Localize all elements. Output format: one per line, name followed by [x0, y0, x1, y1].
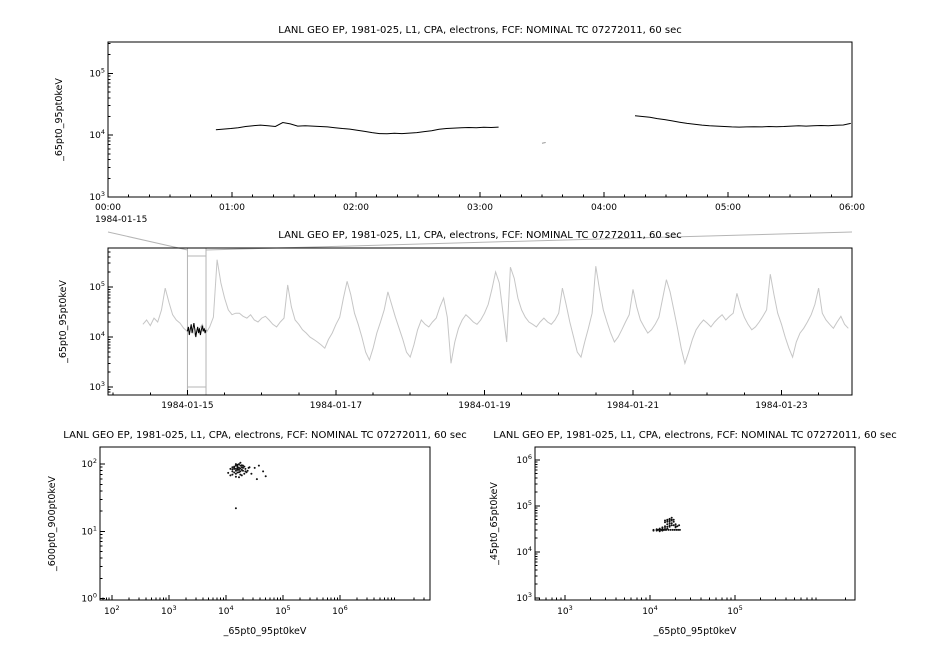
x-tick-label: 1984-01-15: [161, 401, 213, 411]
x-tick-label: 106: [332, 604, 348, 617]
scatter-points: [652, 516, 681, 533]
x-tick-label: 04:00: [591, 203, 617, 213]
x-tick-label: 01:00: [219, 203, 245, 213]
x-axis-label: _65pt0_95pt0keV: [223, 626, 307, 637]
axis-ticks: [108, 251, 820, 395]
y-tick-label: 104: [89, 330, 105, 343]
chart-title: LANL GEO EP, 1981-025, L1, CPA, electron…: [278, 25, 681, 36]
x-tick-label: 103: [557, 604, 573, 617]
x-tick-label: 105: [275, 604, 291, 617]
plot-area[interactable]: [99, 446, 431, 601]
axis-ticks: [107, 43, 853, 198]
panel-overview-timeseries: 103 104 105 1984-01-15 1984-01-17 1984-01-19 1…: [58, 230, 853, 411]
y-tick-label: 105: [89, 280, 105, 293]
x-tick-label: 1984-01-23: [755, 401, 807, 411]
x-tick-label: 102: [104, 604, 120, 617]
panel-scatter-45-65: 103 104 105 106 103 104 105 LANL GEO EP, 1981-0…: [489, 430, 897, 637]
x-tick-label: 05:00: [715, 203, 741, 213]
data-line-isolated-speck: [541, 142, 546, 144]
chart-title: LANL GEO EP, 1981-025, L1, CPA, electron…: [63, 430, 466, 441]
y-axis-label: _45pt0_65pt0keV: [489, 482, 500, 566]
zoom-connector-right: [205, 231, 853, 251]
plot-area[interactable]: [107, 247, 853, 396]
chart-title: LANL GEO EP, 1981-025, L1, CPA, electron…: [493, 430, 896, 441]
y-tick-label: 102: [81, 457, 97, 470]
y-tick-label: 101: [81, 524, 97, 537]
chart-title: LANL GEO EP, 1981-025, L1, CPA, electron…: [278, 230, 681, 241]
data-line-overview-gray: [142, 259, 849, 366]
x-axis-date-label: 1984-01-15: [95, 215, 147, 225]
x-tick-label: 02:00: [343, 203, 369, 213]
axis-ticks: [100, 463, 425, 600]
y-tick-label: 103: [516, 591, 532, 604]
y-tick-label: 100: [81, 592, 97, 605]
data-line-segment-2: [634, 115, 851, 128]
y-tick-label: 105: [516, 499, 532, 512]
x-tick-label: 105: [727, 604, 743, 617]
y-tick-label: 104: [89, 128, 105, 141]
y-tick-label: 106: [516, 453, 532, 466]
y-tick-label: 104: [516, 545, 532, 558]
x-tick-label: 06:00: [839, 203, 865, 213]
x-tick-label: 1984-01-19: [458, 401, 511, 411]
x-tick-label: 103: [161, 604, 177, 617]
panel-top-timeseries: 103 104 105 00:00 01:00 02:00 03:00 04:00 05:00 0…: [54, 25, 865, 225]
y-tick-label: 103: [89, 190, 105, 203]
y-axis-label: _65pt0_95pt0keV: [54, 78, 65, 162]
x-tick-label: 1984-01-17: [310, 401, 362, 411]
x-tick-label: 03:00: [467, 203, 493, 213]
data-line-segment-1: [215, 121, 499, 135]
zoom-connector-left: [107, 231, 188, 251]
y-axis-label: _600pt0_900pt0keV: [47, 476, 58, 572]
data-line-highlight-black: [186, 323, 207, 338]
x-tick-label: 104: [218, 604, 234, 617]
x-axis-label: _65pt0_95pt0keV: [653, 626, 737, 637]
scatter-points: [227, 461, 267, 510]
axis-ticks: [535, 459, 847, 600]
plot-area[interactable]: [534, 446, 856, 601]
x-tick-label: 1984-01-21: [607, 401, 659, 411]
panel-scatter-600-900: 100 101 102 102 103 104 105 106 LANL GEO EP, 198…: [47, 430, 467, 637]
x-tick-label: 104: [642, 604, 658, 617]
y-tick-label: 103: [89, 380, 105, 393]
y-axis-label: _65pt0_95pt0keV: [58, 280, 69, 364]
x-tick-label: 00:00: [95, 203, 121, 213]
y-tick-label: 105: [89, 66, 105, 79]
